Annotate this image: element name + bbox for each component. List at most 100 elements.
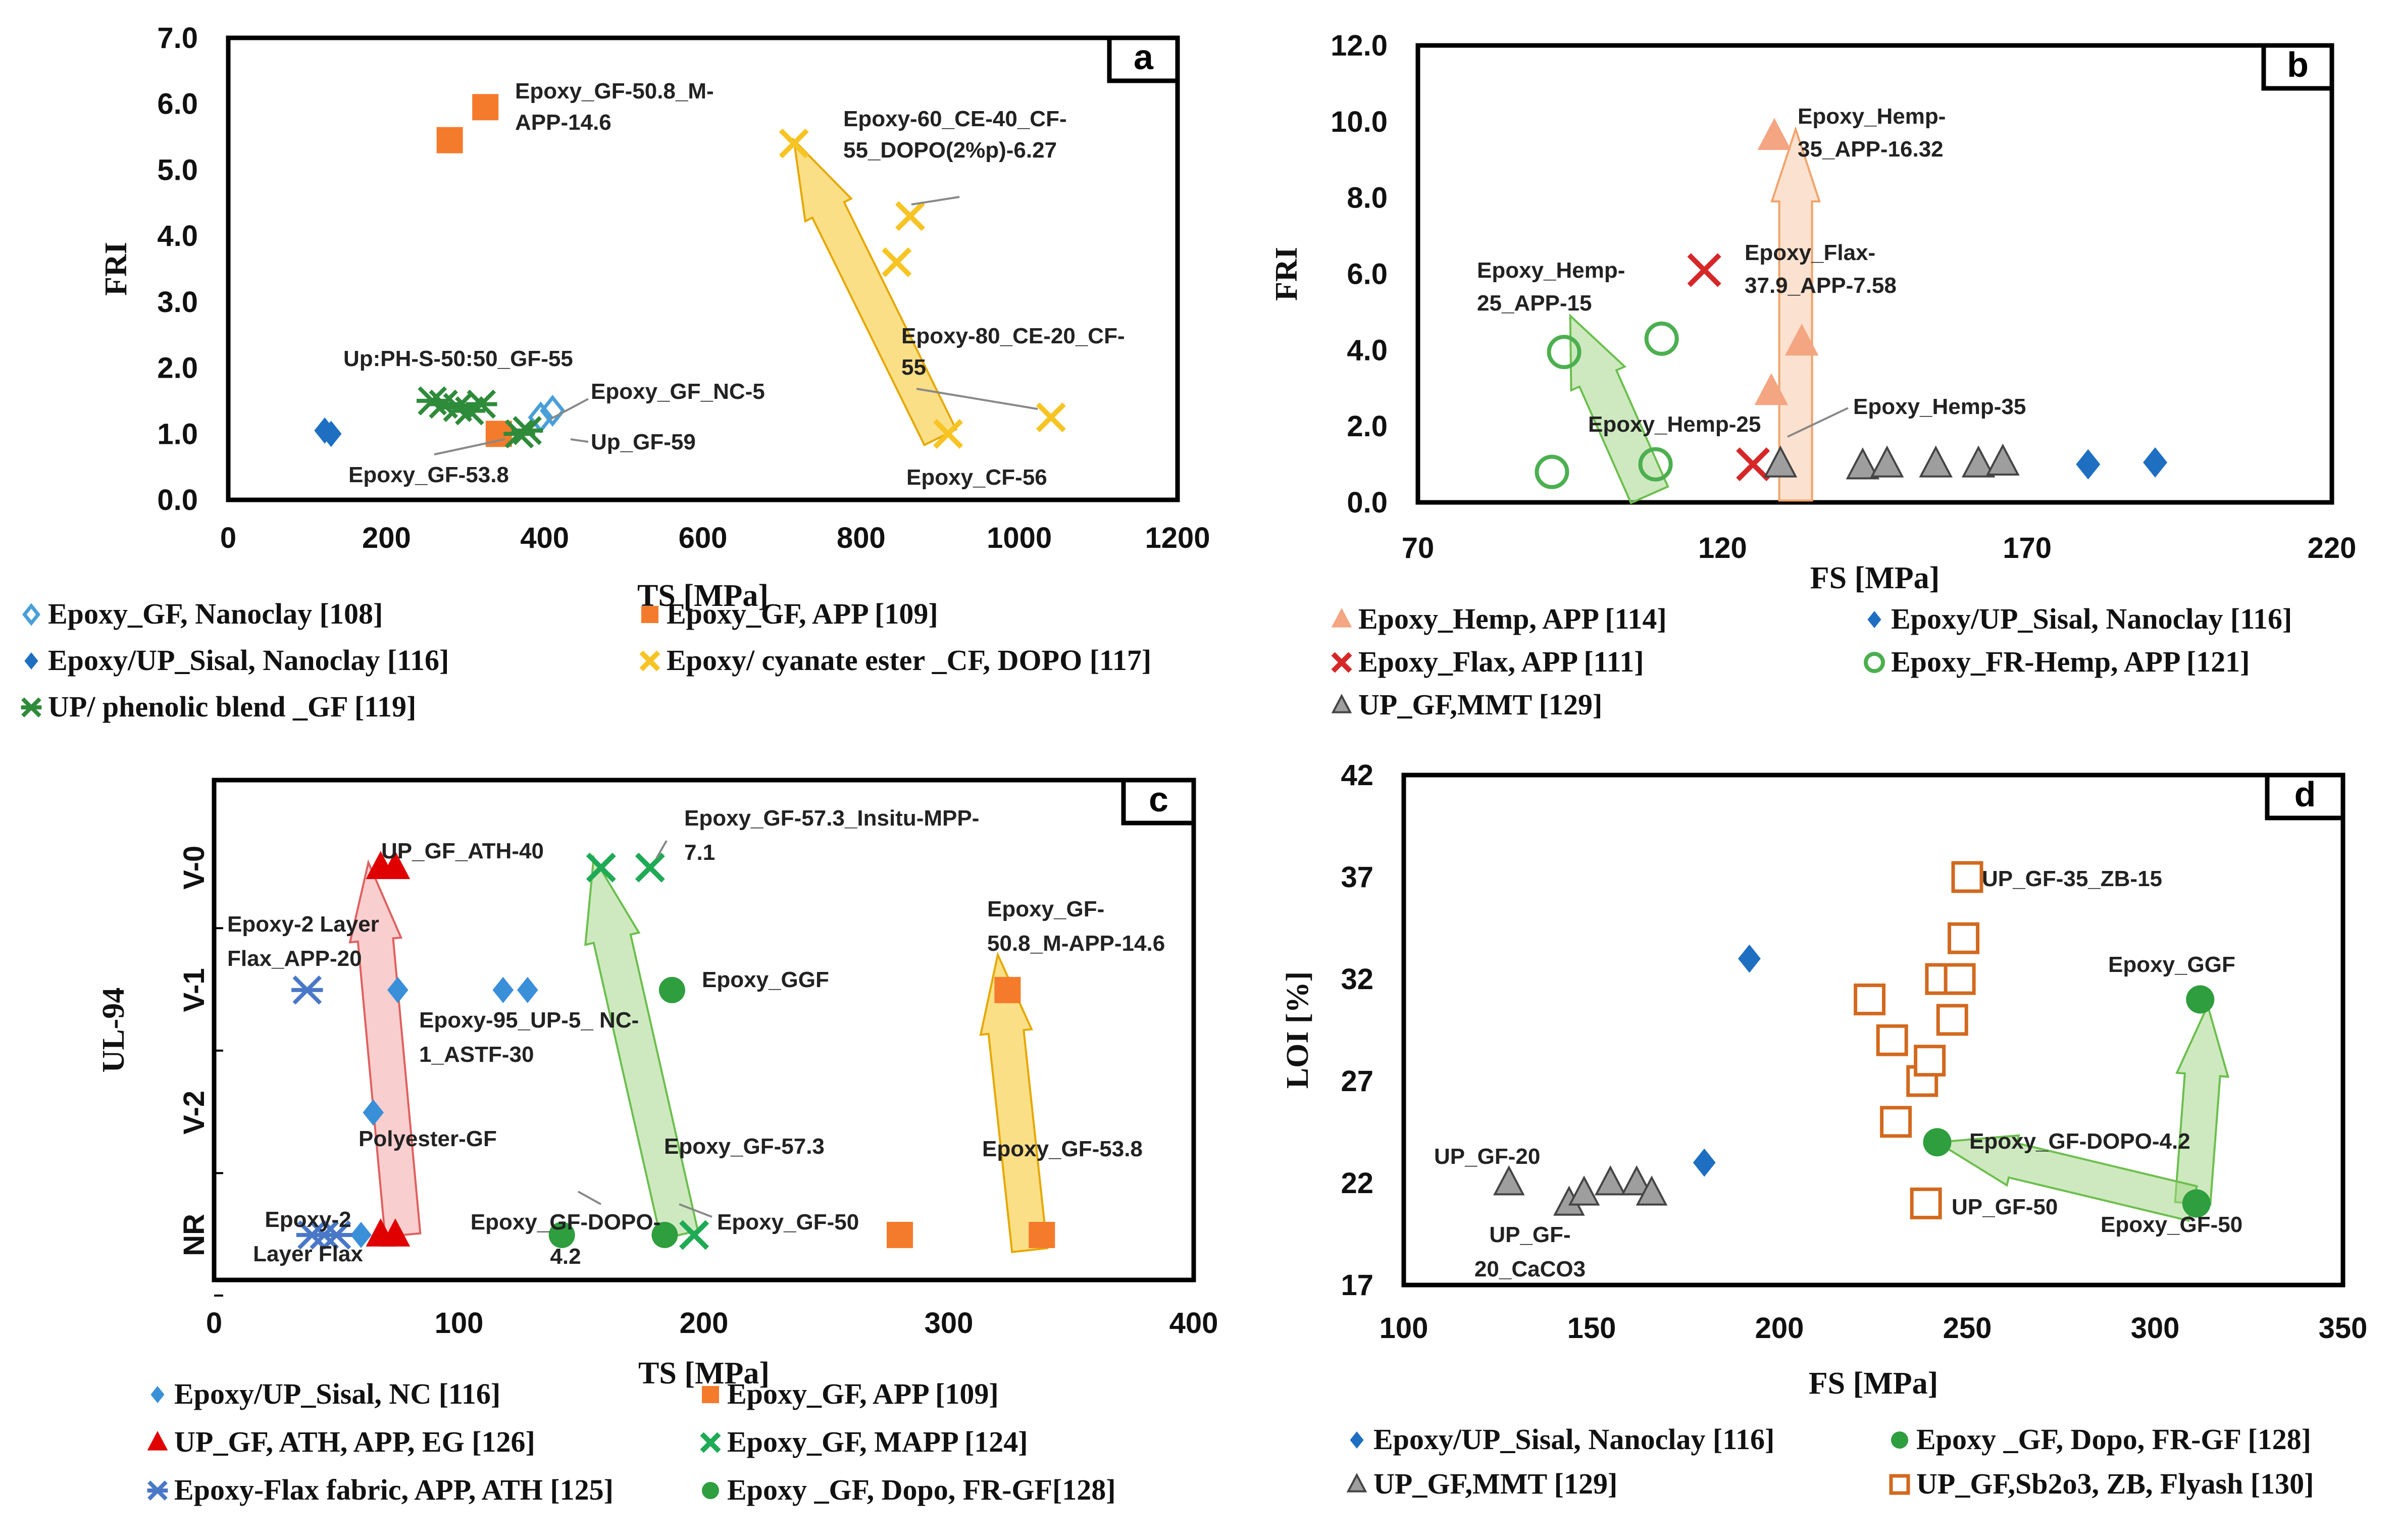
x-axis-label: TS [MPa]: [637, 579, 769, 613]
y-tick-label: 4.0: [157, 220, 198, 252]
legend-entry: Epoxy/UP_Sisal, NC [116]: [174, 1377, 500, 1410]
x-tick-label: 200: [362, 522, 411, 554]
leader-line: [434, 438, 505, 455]
data-point: [2186, 985, 2215, 1014]
data-point: [1036, 402, 1066, 433]
data-point: [291, 975, 323, 1005]
annotation-label: Epoxy_Hemp-25: [1588, 412, 1761, 437]
panel-b: b 70 120 170 220 0.0 2.0 4.0 6.0 8.0 10.0 12.0 FS [M…: [1269, 29, 2356, 721]
leader-line: [550, 398, 589, 420]
annotation-label: Epoxy_Hemp-: [1798, 104, 1946, 129]
x-tick-label: 350: [2319, 1312, 2368, 1345]
legend-entry: Epoxy/UP_Sisal, Nanoclay [116]: [1373, 1423, 1774, 1456]
legend-entry: UP/ phenolic blend _GF [119]: [48, 690, 416, 723]
legend-entry: Epoxy_FR-Hemp, APP [121]: [1891, 645, 2250, 678]
trend-arrow: [348, 859, 422, 1238]
legend-entry: UP_GF,MMT [129]: [1358, 688, 1602, 721]
legend-entry: Epoxy_GF, MAPP [124]: [727, 1425, 1028, 1458]
y-tick-label: 37: [1341, 861, 1373, 894]
data-point: [1880, 1106, 1912, 1138]
annotation-label: Epoxy_GF-53.8: [348, 463, 509, 487]
data-point: [887, 1221, 913, 1248]
panel-label-b: b: [2287, 45, 2309, 84]
trend-arrow: [979, 951, 1049, 1253]
x-tick-label: 300: [2131, 1312, 2180, 1345]
data-point: [387, 977, 409, 1003]
data-point: [1568, 1175, 1600, 1206]
x-tick-label: 800: [837, 522, 886, 554]
annotation-label: 20_CaCO3: [1474, 1257, 1586, 1281]
plot-area-b: [1415, 43, 2334, 505]
legend-entry: Epoxy_GF, APP [109]: [727, 1377, 999, 1410]
y-tick-label: 22: [1341, 1167, 1373, 1200]
annotation-label: UP_GF-35_ZB-15: [1982, 866, 2162, 891]
legend-entry: Epoxy/UP_Sisal, Nanoclay [116]: [1891, 602, 2292, 635]
data-point: [466, 389, 497, 419]
y-tick-label: 7.0: [157, 22, 198, 55]
annotation-label: 35_APP-16.32: [1798, 137, 1944, 162]
annotation-label: Epoxy_GF-: [987, 897, 1104, 921]
legend-entry: Epoxy-Flax fabric, APP, ATH [125]: [174, 1473, 614, 1506]
data-point: [380, 851, 411, 880]
y-tick-label: 3.0: [157, 286, 198, 319]
data-point: [1620, 1165, 1653, 1196]
data-point: [933, 419, 963, 449]
data-point: [586, 852, 616, 883]
legend-marker: [22, 603, 41, 626]
y-tick-label: 8.0: [1347, 182, 1388, 215]
data-point: [1594, 1165, 1626, 1196]
data-point: [1763, 445, 1798, 478]
data-point: [492, 977, 514, 1003]
y-tick-label: V-1: [178, 968, 211, 1012]
data-point: [1638, 447, 1673, 482]
data-point: [1547, 335, 1581, 370]
y-tick-label: 6.0: [1347, 258, 1388, 291]
data-point: [1870, 445, 1904, 478]
legend-marker: [1331, 608, 1352, 628]
annotation-label: 55: [901, 355, 926, 380]
data-point: [635, 852, 665, 883]
trend-arrow: [1770, 126, 1821, 502]
x-tick-label: 400: [1169, 1307, 1218, 1340]
leader-line: [655, 840, 668, 859]
x-axis-label: FS [MPa]: [1809, 1366, 1938, 1401]
x-tick-label: 1000: [987, 522, 1052, 554]
y-tick-label: 12.0: [1331, 29, 1388, 62]
annotation-label: UP_GF_ATH-40: [381, 839, 544, 863]
y-tick-label: NR: [178, 1214, 211, 1256]
x-tick-label: 100: [1380, 1312, 1428, 1345]
x-tick-label: 250: [1943, 1312, 1992, 1345]
annotation-label: 4.2: [550, 1244, 581, 1269]
annotation-label: Epoxy_GF-57.3_Insitu-MPP-: [684, 806, 979, 831]
annotation-label: Polyester-GF: [359, 1126, 497, 1151]
legend-marker: [1889, 1474, 1910, 1495]
legend-marker: [1891, 1431, 1908, 1449]
annotation-label: Epoxy_GGF: [702, 967, 829, 992]
annotation-label: Epoxy_GF-DOPO-: [471, 1210, 661, 1235]
annotation-label: Epoxy-2 Layer: [227, 912, 379, 937]
leader-line: [911, 196, 960, 206]
y-tick-label: 4.0: [1347, 334, 1388, 367]
legend-marker: [702, 1482, 719, 1499]
panel-label-box-d: [2265, 773, 2345, 820]
data-point: [321, 1220, 352, 1250]
annotation-label: 37.9_APP-7.58: [1745, 273, 1897, 298]
leader-line: [578, 1191, 601, 1205]
x-tick-label: 0: [220, 522, 236, 554]
legend-entry: UP_GF,Sb2o3, ZB, Flyash [130]: [1916, 1467, 2314, 1500]
legend-marker: [1331, 694, 1352, 713]
annotation-label: 25_APP-15: [1477, 291, 1592, 316]
data-point: [540, 394, 566, 427]
annotation-label: Epoxy_GF-50.8_M-: [515, 79, 714, 104]
data-point: [1846, 447, 1880, 480]
data-point: [350, 1221, 372, 1248]
legend-entry: Epoxy_Flax, APP [111]: [1358, 645, 1644, 678]
y-axis-label: LOI [%]: [1281, 971, 1315, 1089]
data-point: [1948, 922, 1980, 954]
annotation-label: Epoxy_CF-56: [906, 465, 1047, 490]
annotation-label: Epoxy_GF_NC-5: [591, 379, 765, 404]
data-point: [1944, 963, 1976, 995]
annotation-label: Epoxy-2: [265, 1207, 351, 1232]
data-point: [1784, 323, 1819, 356]
legend-marker: [1346, 1473, 1367, 1493]
